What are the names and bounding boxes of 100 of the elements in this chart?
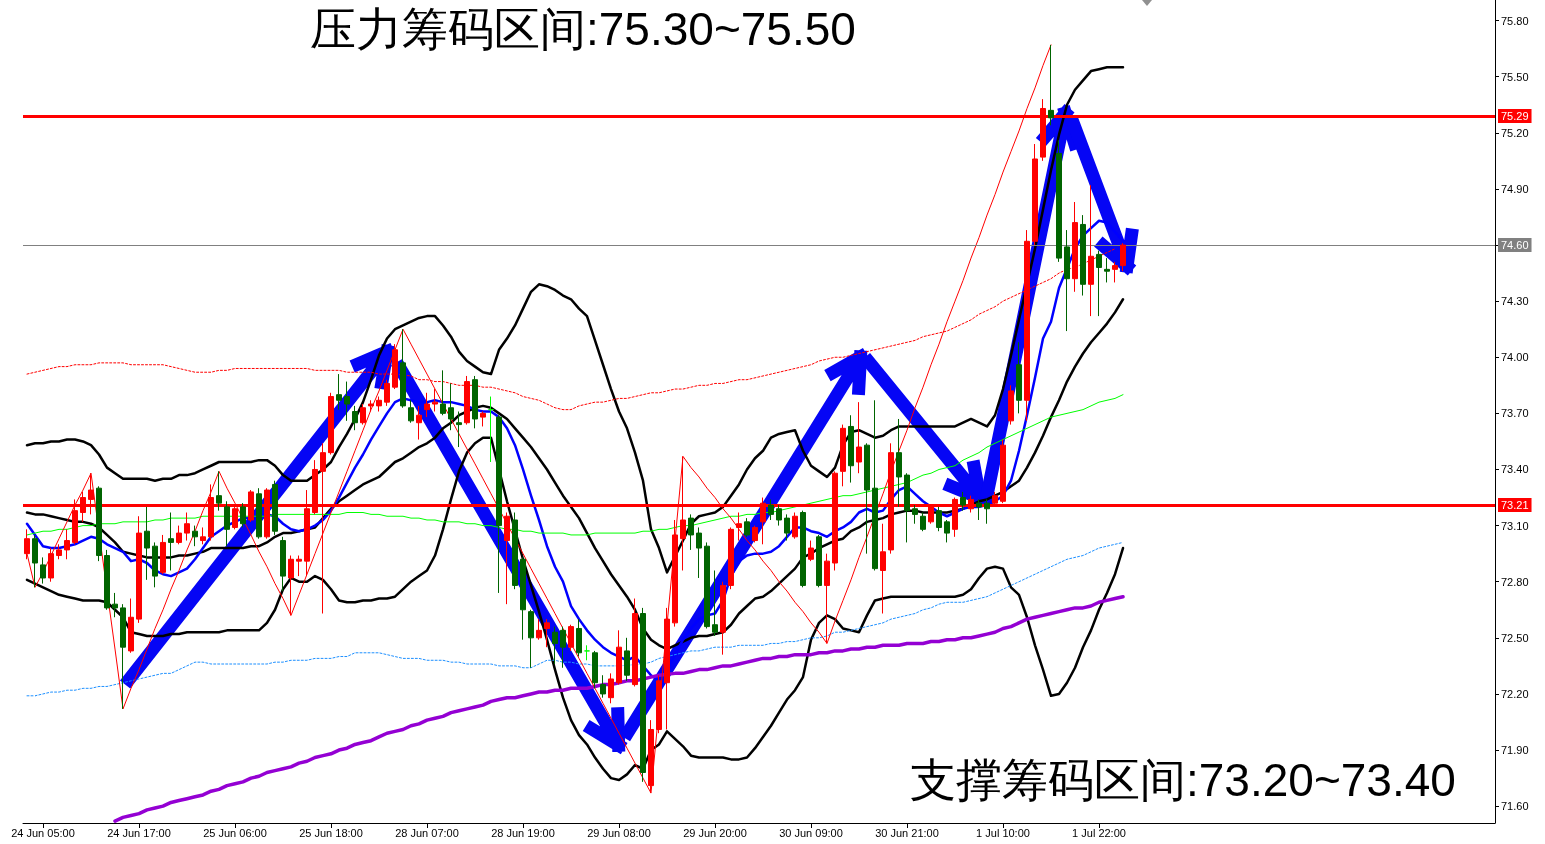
x-tick-label: 30 Jun 21:00	[875, 826, 939, 839]
ref-line-label: 75.29	[1501, 109, 1529, 122]
candlestick	[912, 504, 918, 525]
candlestick	[608, 672, 614, 704]
y-tick-label: 74.30	[1501, 295, 1529, 308]
candlestick	[184, 512, 190, 542]
candlestick	[224, 500, 230, 547]
candlestick	[216, 470, 222, 512]
x-tick-label: 1 Jul 22:00	[1072, 826, 1126, 839]
candlestick	[240, 502, 246, 528]
line-series	[26, 394, 1124, 536]
candlestick	[1112, 261, 1118, 283]
candlestick	[440, 369, 446, 416]
candlestick	[376, 396, 382, 412]
candlestick	[944, 519, 950, 543]
candlestick	[704, 541, 710, 629]
candlestick	[920, 512, 926, 532]
line-series	[26, 541, 1124, 697]
x-tick-label: 25 Jun 06:00	[203, 826, 267, 839]
y-tick-label: 75.50	[1501, 70, 1529, 83]
candlestick	[824, 553, 830, 644]
candlestick	[768, 498, 774, 521]
candlestick	[64, 528, 70, 560]
candlestick	[976, 498, 982, 521]
candlestick	[512, 512, 518, 590]
candlestick	[696, 526, 702, 579]
candlestick	[360, 403, 366, 426]
candlestick	[160, 534, 166, 575]
candlestick	[200, 526, 206, 545]
y-tick-label: 71.60	[1501, 800, 1529, 813]
candlestick	[168, 512, 174, 571]
candlestick	[1120, 242, 1126, 272]
candlestick	[688, 513, 694, 551]
candlestick	[904, 472, 910, 543]
candlestick	[416, 405, 422, 441]
candlestick	[800, 510, 806, 588]
y-tick-label: 75.20	[1501, 126, 1529, 139]
y-tick-label: 74.90	[1501, 182, 1529, 195]
candlestick	[344, 381, 350, 422]
y-tick-label: 73.10	[1501, 519, 1529, 532]
candlestick	[432, 388, 438, 412]
candlestick	[856, 401, 862, 474]
candlestick	[328, 392, 334, 456]
chart-title: 压力筹码区间:75.30~75.50	[310, 3, 856, 55]
candlestick	[808, 540, 814, 562]
candlestick	[640, 607, 646, 783]
candlestick	[144, 506, 150, 581]
candlestick	[880, 523, 886, 615]
candlestick	[120, 603, 126, 710]
candlestick	[864, 442, 870, 555]
candlestick	[1104, 257, 1110, 283]
candlestick	[128, 598, 134, 654]
x-tick-label: 24 Jun 05:00	[11, 826, 75, 839]
x-tick-label: 25 Jun 18:00	[299, 826, 363, 839]
candlestick	[544, 618, 550, 648]
y-tick-label: 72.50	[1501, 631, 1529, 644]
candlestick	[616, 629, 622, 686]
candlestick	[1016, 341, 1022, 414]
candlestick	[736, 512, 742, 542]
candlestick	[592, 650, 598, 689]
candlestick	[1096, 250, 1102, 317]
candlestick	[456, 411, 462, 448]
ref-line-label: 74.60	[1501, 239, 1529, 252]
candlestick	[256, 487, 262, 540]
line-series	[25, 66, 1125, 574]
candlestick	[472, 375, 478, 429]
candlestick	[488, 396, 494, 463]
candlestick	[568, 624, 574, 652]
candlestick	[840, 424, 846, 487]
candlestick	[48, 547, 54, 583]
candlestick	[576, 618, 582, 658]
candlestick	[632, 598, 638, 687]
candlestick	[288, 555, 294, 616]
y-tick-label: 72.20	[1501, 687, 1529, 700]
candlestick	[336, 373, 342, 411]
y-tick-label: 71.90	[1501, 744, 1529, 757]
candlestick	[896, 418, 902, 508]
candlestick	[40, 556, 46, 585]
candlestick	[96, 485, 102, 562]
y-tick-label: 72.80	[1501, 575, 1529, 588]
candlestick	[584, 644, 590, 661]
candlestick	[408, 399, 414, 424]
x-tick-label: 28 Jun 07:00	[395, 826, 459, 839]
candlestick	[816, 534, 822, 588]
candlestick	[32, 534, 38, 588]
candlestick	[496, 414, 502, 594]
candlestick	[848, 414, 854, 484]
candlestick	[1080, 214, 1086, 297]
candlestick	[296, 555, 302, 577]
candlestick	[792, 512, 798, 540]
candlestick	[176, 525, 182, 545]
candlestick	[136, 515, 142, 624]
candlestick	[192, 525, 198, 547]
candlestick	[448, 382, 454, 431]
x-tick-label: 28 Jun 19:00	[491, 826, 555, 839]
candlestick	[1064, 229, 1070, 332]
candlestick	[480, 411, 486, 427]
candlestick	[784, 513, 790, 542]
candlestick	[272, 480, 278, 536]
candlestick	[672, 519, 678, 628]
